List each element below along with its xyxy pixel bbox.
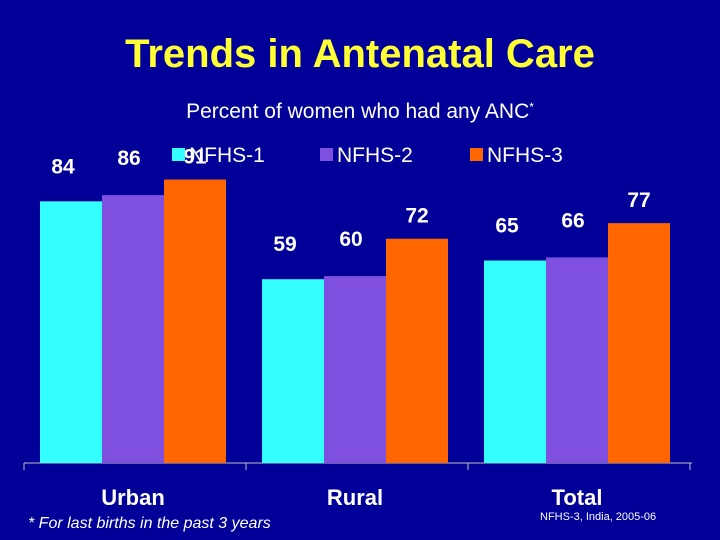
data-label: 72 <box>405 205 428 228</box>
data-label: 65 <box>495 215 519 238</box>
data-label: 91 <box>183 146 207 169</box>
legend-label: NFHS-3 <box>487 144 563 167</box>
source-note: NFHS-3, India, 2005-06 <box>540 511 657 523</box>
data-label: 86 <box>117 147 140 170</box>
chart-subtitle-marker: * <box>529 100 534 114</box>
bar-urban-nfhs-3 <box>164 179 226 463</box>
bar-total-nfhs-1 <box>484 260 546 463</box>
bar-rural-nfhs-2 <box>324 276 386 463</box>
legend-swatch <box>320 148 333 161</box>
chart-subtitle: Percent of women who had any ANC* <box>0 100 720 124</box>
bar-urban-nfhs-2 <box>102 195 164 464</box>
category-label-total: Total <box>552 485 603 510</box>
footnote: * For last births in the past 3 years <box>28 515 271 532</box>
slide-title: Trends in Antenatal Care <box>125 32 595 76</box>
category-label-urban: Urban <box>101 485 165 510</box>
data-label: 60 <box>339 228 362 251</box>
bar-total-nfhs-3 <box>608 223 670 463</box>
legend-label: NFHS-1 <box>189 144 265 167</box>
legend-swatch <box>172 148 185 161</box>
legend-swatch <box>470 148 483 161</box>
bar-total-nfhs-2 <box>546 257 608 463</box>
bar-rural-nfhs-3 <box>386 238 448 463</box>
category-label-rural: Rural <box>327 485 383 510</box>
bar-rural-nfhs-1 <box>262 279 324 463</box>
legend-label: NFHS-2 <box>337 144 413 167</box>
data-label: 77 <box>627 189 650 212</box>
bar-urban-nfhs-1 <box>40 201 102 463</box>
chart-subtitle-text: Percent of women who had any ANC <box>186 100 530 123</box>
data-label: 59 <box>273 233 296 256</box>
data-label: 84 <box>51 155 75 178</box>
data-label: 66 <box>561 209 584 232</box>
